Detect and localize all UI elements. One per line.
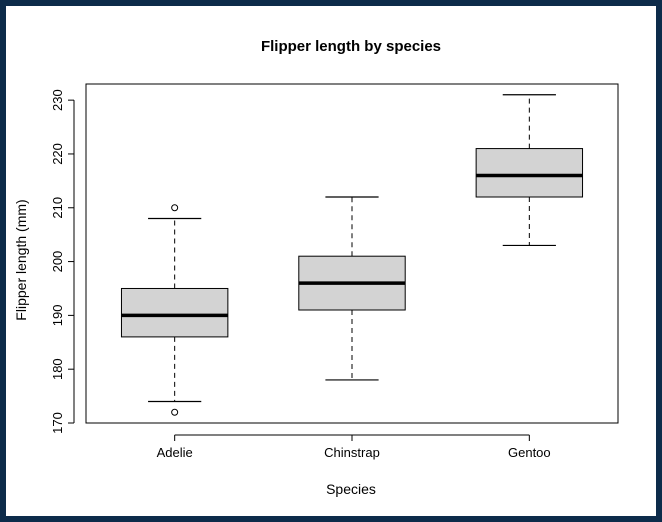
y-axis: 170 180 190 200 210 220 230 bbox=[50, 89, 75, 434]
boxes bbox=[120, 94, 584, 416]
x-tick-label: Chinstrap bbox=[324, 445, 380, 460]
y-tick-label: 200 bbox=[50, 251, 65, 273]
box-chinstrap bbox=[298, 196, 406, 381]
x-axis-label: Species bbox=[326, 481, 376, 497]
outlier-point bbox=[171, 204, 179, 212]
y-tick-label: 220 bbox=[50, 143, 65, 165]
y-tick-label: 180 bbox=[50, 358, 65, 380]
x-axis: Adelie Chinstrap Gentoo bbox=[157, 434, 551, 460]
y-tick-label: 210 bbox=[50, 197, 65, 219]
x-tick-label: Adelie bbox=[157, 445, 193, 460]
plot-area-border bbox=[85, 83, 619, 424]
chart-panel: Flipper length by species 170 180 190 200 21… bbox=[6, 6, 656, 516]
box-gentoo bbox=[475, 94, 584, 247]
y-tick-label: 230 bbox=[50, 89, 65, 111]
outlier-point bbox=[171, 408, 179, 416]
x-tick-label: Gentoo bbox=[508, 445, 551, 460]
boxplot-chart: Flipper length by species 170 180 190 200 21… bbox=[13, 38, 619, 497]
box-iqr bbox=[475, 148, 584, 198]
y-tick-label: 190 bbox=[50, 305, 65, 327]
chart-title: Flipper length by species bbox=[261, 38, 441, 55]
box-adelie bbox=[120, 204, 229, 416]
y-tick-label: 170 bbox=[50, 412, 65, 434]
y-axis-label: Flipper length (mm) bbox=[13, 199, 29, 320]
box-iqr bbox=[120, 287, 229, 338]
